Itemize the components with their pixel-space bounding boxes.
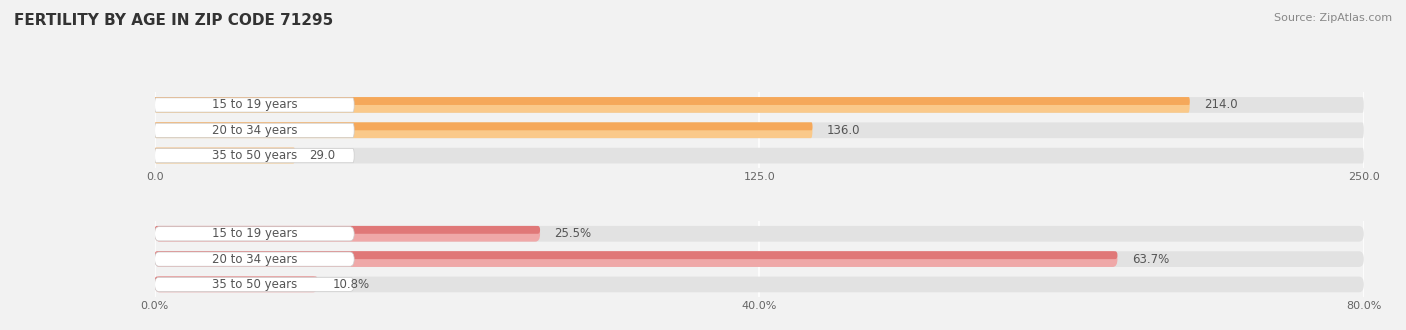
FancyBboxPatch shape xyxy=(155,122,813,138)
Text: 35 to 50 years: 35 to 50 years xyxy=(212,278,297,291)
FancyBboxPatch shape xyxy=(155,148,354,163)
FancyBboxPatch shape xyxy=(155,97,1189,113)
Text: Source: ZipAtlas.com: Source: ZipAtlas.com xyxy=(1274,13,1392,23)
FancyBboxPatch shape xyxy=(155,251,1364,267)
FancyBboxPatch shape xyxy=(155,123,354,137)
Text: 214.0: 214.0 xyxy=(1204,98,1237,112)
Text: 15 to 19 years: 15 to 19 years xyxy=(212,98,297,112)
FancyBboxPatch shape xyxy=(155,226,540,234)
FancyBboxPatch shape xyxy=(155,122,813,130)
Text: 29.0: 29.0 xyxy=(309,149,336,162)
FancyBboxPatch shape xyxy=(155,277,318,292)
FancyBboxPatch shape xyxy=(155,122,1364,138)
FancyBboxPatch shape xyxy=(155,148,1364,163)
FancyBboxPatch shape xyxy=(155,98,354,112)
FancyBboxPatch shape xyxy=(155,227,354,241)
Text: FERTILITY BY AGE IN ZIP CODE 71295: FERTILITY BY AGE IN ZIP CODE 71295 xyxy=(14,13,333,28)
FancyBboxPatch shape xyxy=(155,148,295,156)
FancyBboxPatch shape xyxy=(155,251,1118,267)
FancyBboxPatch shape xyxy=(155,148,295,163)
FancyBboxPatch shape xyxy=(155,226,540,242)
FancyBboxPatch shape xyxy=(155,277,318,284)
Text: 20 to 34 years: 20 to 34 years xyxy=(212,124,297,137)
FancyBboxPatch shape xyxy=(155,97,1364,113)
Text: 10.8%: 10.8% xyxy=(332,278,370,291)
FancyBboxPatch shape xyxy=(155,277,354,291)
Text: 20 to 34 years: 20 to 34 years xyxy=(212,252,297,266)
Text: 35 to 50 years: 35 to 50 years xyxy=(212,149,297,162)
FancyBboxPatch shape xyxy=(155,251,1118,259)
Text: 136.0: 136.0 xyxy=(827,124,860,137)
Text: 25.5%: 25.5% xyxy=(554,227,592,240)
FancyBboxPatch shape xyxy=(155,252,354,266)
Text: 63.7%: 63.7% xyxy=(1132,252,1170,266)
FancyBboxPatch shape xyxy=(155,97,1189,105)
Text: 15 to 19 years: 15 to 19 years xyxy=(212,227,297,240)
FancyBboxPatch shape xyxy=(155,226,1364,242)
FancyBboxPatch shape xyxy=(155,277,1364,292)
